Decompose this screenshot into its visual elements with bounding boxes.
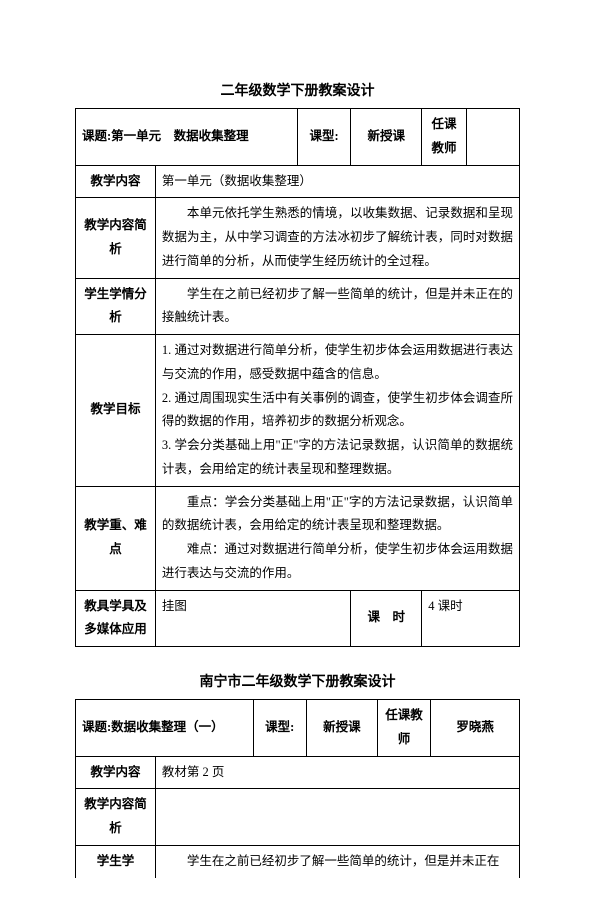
doc1-student-value: 学生在之前已经初步了解一些简单的统计，但是并未正在的接触统计表。 (155, 278, 519, 335)
doc1-analysis-label: 教学内容简析 (76, 198, 156, 278)
doc1-table: 课题:第一单元 数据收集整理 课型: 新授课 任课教师 教学内容 第一单元（数据… (75, 108, 520, 647)
doc1-keypoint-label: 教学重、难点 (76, 486, 156, 590)
doc2-content-value: 教材第 2 页 (155, 756, 519, 789)
doc1-goal-label: 教学目标 (76, 335, 156, 487)
doc1-tool-label: 教具学具及多媒体应用 (76, 590, 156, 647)
doc2-student-value: 学生在之前已经初步了解一些简单的统计，但是并未正在 (155, 845, 519, 877)
doc2-title: 南宁市二年级数学下册教案设计 (75, 671, 520, 691)
doc2-type-label: 课型: (253, 700, 306, 757)
doc1-keypoint-value: 重点：学会分类基础上用"正"字的方法记录数据，认识简单的数据统计表，会用给定的统… (155, 486, 519, 590)
doc2-content-label: 教学内容 (76, 756, 156, 789)
doc2-student-label: 学生学 (76, 845, 156, 877)
doc1-tool-value: 挂图 (155, 590, 350, 647)
doc2-type-value: 新授课 (306, 700, 377, 757)
doc1-student-label: 学生学情分析 (76, 278, 156, 335)
doc1-type-label: 课型: (298, 109, 351, 166)
doc1-period-label: 课 时 (351, 590, 422, 647)
doc2-analysis-label: 教学内容简析 (76, 789, 156, 846)
doc1-content-label: 教学内容 (76, 165, 156, 198)
doc2-teacher-value: 罗晓燕 (431, 700, 520, 757)
doc2-topic: 课题:数据收集整理（一） (76, 700, 254, 757)
doc1-period-value: 4 课时 (422, 590, 520, 647)
doc1-title: 二年级数学下册教案设计 (75, 80, 520, 100)
doc1-teacher-label: 任课教师 (422, 109, 466, 166)
doc1-goal-value: 1. 通过对数据进行简单分析，使学生初步体会运用数据进行表达与交流的作用，感受数… (155, 335, 519, 487)
doc2-table: 课题:数据收集整理（一） 课型: 新授课 任课教师 罗晓燕 教学内容 教材第 2… (75, 699, 520, 878)
doc2-analysis-value (155, 789, 519, 846)
doc1-topic: 课题:第一单元 数据收集整理 (76, 109, 298, 166)
doc1-content-value: 第一单元（数据收集整理） (155, 165, 519, 198)
doc2-teacher-label: 任课教师 (377, 700, 430, 757)
doc1-teacher-value (466, 109, 519, 166)
doc1-type-value: 新授课 (351, 109, 422, 166)
doc1-analysis-value: 本单元依托学生熟悉的情境，以收集数据、记录数据和呈现数据为主，从中学习调查的方法… (155, 198, 519, 278)
